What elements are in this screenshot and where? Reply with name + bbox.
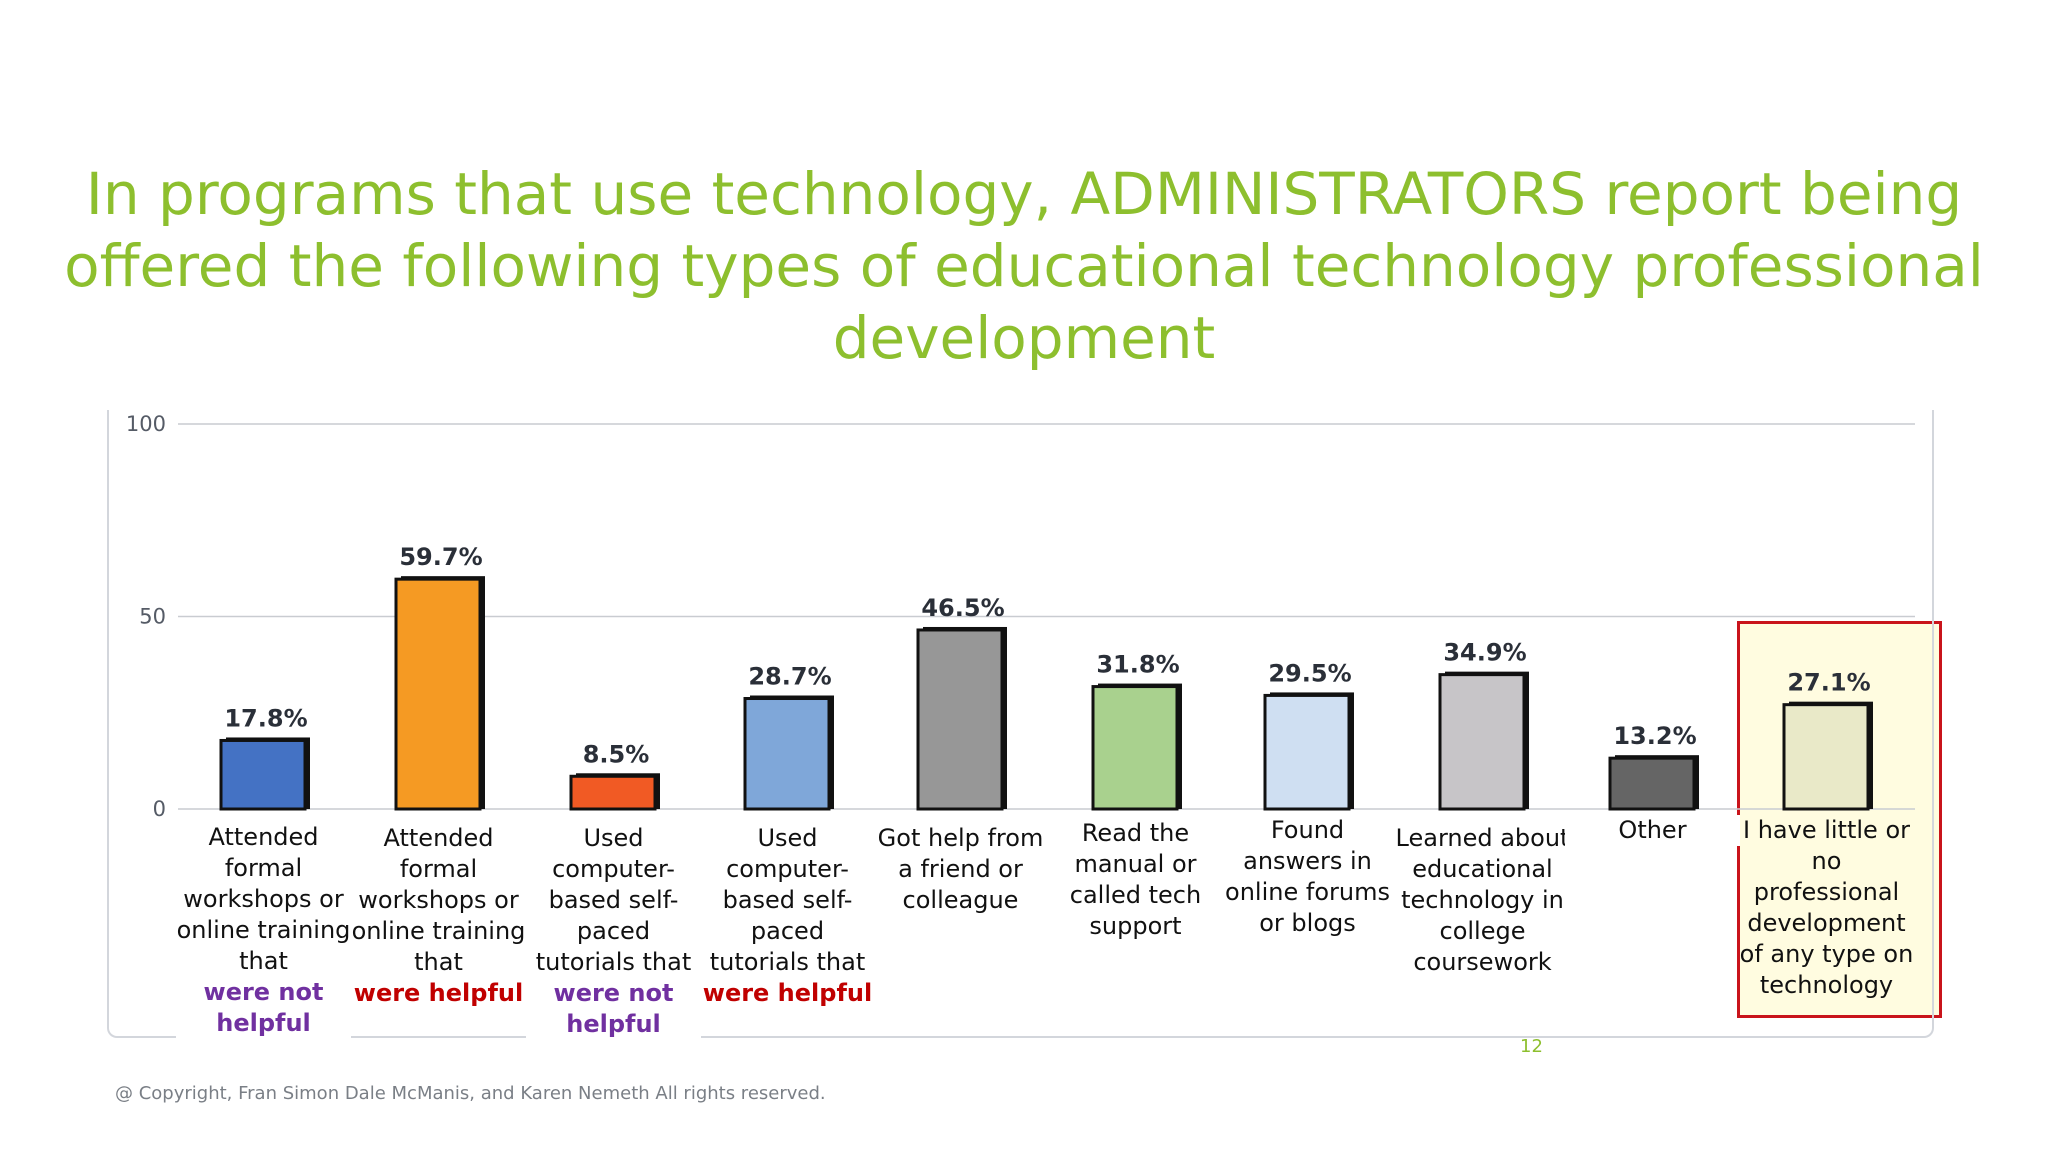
category-label-text: Other [1618,816,1687,844]
category-label: I have little or no professional develop… [1739,815,1914,1001]
category-label-text: I have little or no professional develop… [1739,816,1914,999]
bar [569,774,657,811]
category-label-text: Learned about educational technology in … [1395,824,1570,976]
bar [743,697,831,811]
category-label-text: Read the manual or called tech support [1069,819,1202,940]
category-label: Learned about educational technology in … [1395,823,1570,978]
chart-frame [107,410,1934,1038]
category-label-text: Used computer-based self-paced tutorials… [535,824,692,976]
slide-title: In programs that use technology, ADMINIS… [64,160,1984,372]
category-label: Got help from a friend or colleague [873,823,1048,916]
bar [219,738,307,811]
bar [1438,673,1526,811]
bar-value-label: 31.8% [1096,651,1179,679]
category-label: Other [1565,815,1740,846]
category-label: Attended formal workshops or online trai… [176,822,351,1039]
highlight-box [1737,621,1942,1018]
category-label-emphasis: were helpful [702,979,873,1007]
page-number: 12 [1520,1036,1543,1057]
category-label-emphasis: were helpful [353,979,524,1007]
y-tick-label-0: 0 [153,797,166,821]
category-label-text: Attended formal workshops or online trai… [176,823,351,975]
bar [1091,685,1179,811]
category-label-text: Found answers in online forums or blogs [1225,816,1390,937]
category-label-text: Got help from a friend or colleague [877,824,1044,914]
category-label: Used computer-based self-paced tutorials… [526,823,701,1040]
bar-value-label: 46.5% [921,594,1004,622]
bar [1263,693,1351,811]
category-label-text: Attended formal workshops or online trai… [351,824,526,976]
category-label: Read the manual or called tech support [1048,818,1223,942]
category-label: Found answers in online forums or blogs [1220,815,1395,939]
category-label-emphasis: were not helpful [203,978,324,1037]
bar [916,628,1004,811]
category-label: Attended formal workshops or online trai… [351,823,526,1009]
y-tick-label-50: 50 [139,605,166,629]
category-label-emphasis: were not helpful [553,979,674,1038]
bar-value-label: 59.7% [399,543,482,571]
copyright-notice: @ Copyright, Fran Simon Dale McManis, an… [115,1083,826,1104]
bar-value-label: 13.2% [1613,722,1696,750]
y-tick-label-100: 100 [126,412,166,436]
bar-value-label: 34.9% [1443,639,1526,667]
bar-value-label: 17.8% [224,704,307,732]
bar-value-label: 28.7% [748,663,831,691]
bar-value-label: 8.5% [583,740,650,768]
bar-value-label: 29.5% [1268,659,1351,687]
bar [394,577,482,811]
bar [1608,756,1696,811]
bar [1782,703,1870,811]
bar-value-label: 27.1% [1787,669,1870,697]
category-label: Used computer-based self-paced tutorials… [700,823,875,1009]
bar-chart: 0 50 100 17.8% 59.7% 8.5% 28.7% 46.5% 31.8% 29.5%… [126,412,1915,821]
category-label-text: Used computer-based self-paced tutorials… [709,824,866,976]
